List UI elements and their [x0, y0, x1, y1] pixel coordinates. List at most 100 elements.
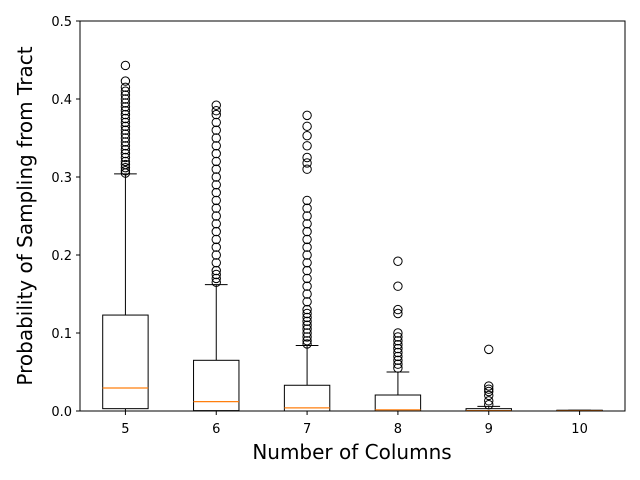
outlier	[211, 133, 221, 143]
outlier	[302, 158, 312, 168]
y-tick-label: 0.3	[51, 171, 72, 186]
outlier	[393, 304, 403, 315]
y-tick-label: 0.2	[51, 249, 72, 264]
outlier	[302, 234, 312, 245]
outlier	[120, 133, 131, 143]
outlier	[120, 82, 131, 93]
outlier	[120, 90, 131, 100]
outlier	[302, 281, 312, 291]
outlier	[484, 396, 494, 406]
outlier	[211, 269, 221, 280]
outlier	[211, 180, 221, 190]
outlier	[302, 203, 312, 213]
x-tick-label: 8	[394, 422, 402, 437]
outlier	[211, 219, 221, 229]
outlier	[211, 226, 221, 237]
outlier	[302, 312, 312, 323]
outlier	[120, 159, 131, 170]
outlier	[393, 256, 403, 266]
outlier	[120, 148, 131, 159]
outlier	[211, 258, 221, 268]
outlier	[302, 308, 312, 319]
outlier	[120, 98, 131, 108]
outlier	[211, 141, 221, 151]
box	[283, 384, 331, 412]
outlier	[302, 121, 312, 132]
outlier	[211, 109, 221, 120]
x-tick-label: 10	[571, 422, 588, 437]
outlier	[302, 304, 312, 315]
outlier	[302, 273, 312, 284]
outlier	[211, 265, 221, 276]
box	[374, 394, 422, 412]
outlier	[120, 117, 131, 128]
outlier	[302, 324, 312, 334]
y-tick-label: 0.1	[51, 327, 72, 342]
outlier	[120, 145, 131, 155]
outlier	[120, 141, 131, 151]
outlier	[211, 117, 221, 128]
outlier	[120, 76, 131, 86]
x-tick-label: 7	[303, 422, 311, 437]
outlier	[302, 332, 312, 342]
outlier	[393, 332, 403, 342]
outlier	[484, 386, 494, 397]
outlier	[211, 156, 221, 167]
outlier	[211, 106, 221, 116]
outlier	[302, 258, 312, 268]
box	[102, 314, 149, 410]
outlier	[120, 109, 131, 120]
outlier	[302, 130, 312, 141]
outlier	[393, 340, 403, 350]
outlier	[302, 339, 312, 349]
y-axis-label: Probability of Sampling from Tract	[13, 46, 37, 385]
outlier	[302, 250, 312, 260]
outlier	[211, 187, 221, 198]
outlier	[484, 384, 494, 394]
outlier	[484, 344, 494, 355]
outlier	[302, 242, 312, 252]
outlier	[211, 277, 221, 287]
x-axis-label: Number of Columns	[252, 440, 451, 464]
outlier	[393, 355, 403, 365]
outlier	[302, 164, 312, 174]
y-tick-label: 0.4	[51, 93, 72, 108]
outlier	[120, 125, 131, 135]
outlier	[302, 152, 312, 163]
outlier	[211, 211, 221, 221]
outlier	[120, 60, 131, 71]
outlier	[393, 359, 403, 369]
outlier	[120, 152, 131, 163]
outlier	[393, 281, 403, 291]
y-tick-label: 0.5	[51, 15, 72, 30]
outlier	[120, 162, 131, 173]
outlier	[120, 156, 131, 167]
x-tick-label: 6	[212, 422, 220, 437]
outlier	[211, 172, 221, 182]
outlier	[393, 351, 403, 362]
outlier	[393, 363, 403, 373]
outlier	[211, 273, 221, 284]
outlier	[393, 328, 403, 338]
outlier	[120, 129, 131, 139]
outlier	[211, 250, 221, 260]
outlier	[302, 316, 312, 326]
outlier	[302, 219, 312, 229]
x-tick-label: 9	[485, 422, 493, 437]
outlier	[302, 289, 312, 299]
outlier	[393, 336, 403, 346]
outlier	[120, 166, 131, 176]
outlier	[120, 113, 131, 124]
outlier	[302, 195, 312, 206]
x-tick-label: 5	[121, 422, 129, 437]
outlier	[211, 125, 221, 135]
box	[193, 359, 240, 412]
outlier	[302, 226, 312, 237]
outlier	[393, 343, 403, 354]
outlier	[120, 121, 131, 132]
outlier	[393, 308, 403, 319]
outlier	[120, 106, 131, 116]
outlier	[302, 297, 312, 307]
outlier	[120, 86, 131, 96]
